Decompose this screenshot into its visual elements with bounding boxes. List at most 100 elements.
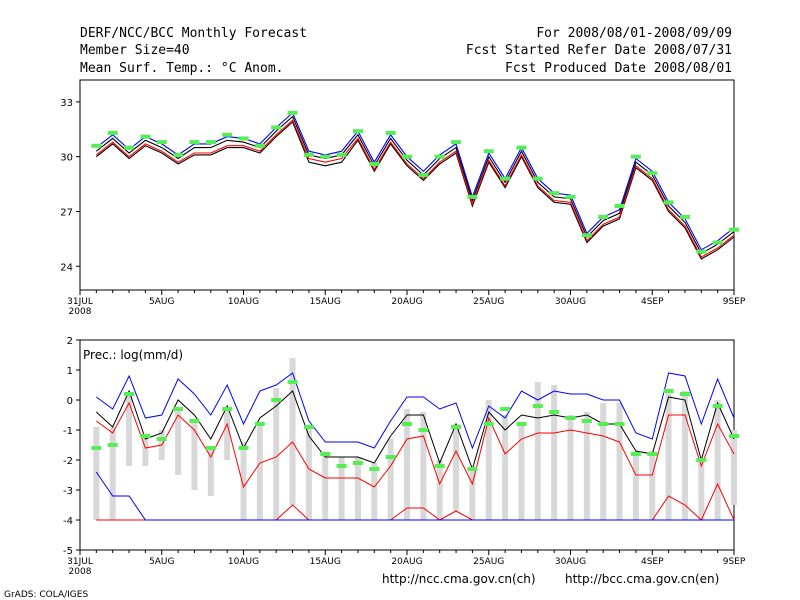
observed-marker (140, 434, 151, 438)
max-line (95, 111, 735, 251)
spread-box (93, 427, 100, 520)
x-tick-label: 15AUG (310, 297, 341, 307)
observed-marker (500, 407, 511, 411)
min-line (95, 119, 735, 258)
observed-marker (222, 132, 233, 137)
year-label: 2008 (69, 307, 92, 317)
max-line (96, 372, 735, 450)
observed-marker (696, 249, 707, 254)
ncc-url[interactable]: http://ncc.cma.gov.cn(ch) (382, 572, 536, 586)
x-tick-label: 10AUG (228, 557, 259, 567)
mean-line (95, 115, 735, 255)
mean-line (95, 389, 735, 471)
spread-box (371, 463, 378, 520)
observed-marker (663, 389, 674, 393)
spread-box (518, 424, 525, 520)
y-tick-label: 24 (60, 262, 73, 273)
spread-box (305, 427, 312, 520)
variable-label: Mean Surf. Temp.: °C Anom. (80, 61, 284, 76)
y-tick-label: -4 (63, 516, 73, 527)
min-line (95, 471, 734, 521)
spread-box (485, 400, 492, 520)
observed-marker (630, 452, 641, 456)
observed-marker (598, 214, 609, 219)
upper_red-line (96, 401, 735, 489)
observed-marker (238, 446, 249, 450)
spread-box (420, 412, 427, 520)
spread-box (551, 385, 558, 520)
observed-marker (91, 446, 102, 450)
observed-marker (549, 410, 560, 414)
precipitation-panel: -5 -4 -3 -2 -1 0 1 2 31JUL 5AUG 10AUG 15AUG 20AUG 25A… (63, 336, 746, 577)
x-tick-label: 25AUG (473, 557, 504, 567)
observed-marker (124, 392, 135, 396)
forecast-start-date: Fcst Started Refer Date 2008/07/31 (465, 43, 732, 58)
observed-marker (173, 407, 184, 411)
y-tick-label: 27 (60, 207, 73, 218)
observed-marker (287, 380, 298, 384)
observed-marker (189, 419, 200, 423)
observed-marker (205, 140, 216, 145)
lower-line (95, 121, 735, 260)
spread-box (714, 400, 721, 520)
observed-marker (647, 452, 658, 456)
observed-marker (679, 214, 690, 219)
observed-marker (434, 464, 445, 468)
spread-box (502, 415, 509, 520)
y-tick-label: 2 (67, 336, 73, 347)
y-tick-label: -5 (63, 546, 73, 557)
observed-marker (418, 172, 429, 177)
observed-marker (303, 152, 314, 157)
observed-marker (434, 154, 445, 159)
y-tick-label: -3 (63, 486, 73, 497)
x-tick-label: 20AUG (391, 557, 422, 567)
spread-box (632, 451, 639, 520)
observed-marker (451, 425, 462, 429)
bcc-url[interactable]: http://bcc.cma.gov.cn(en) (565, 572, 719, 586)
x-tick-label: 9SEP (723, 557, 746, 567)
spread-box (665, 391, 672, 520)
spread-box (469, 469, 476, 520)
observed-marker (516, 145, 527, 150)
observed-marker (352, 129, 363, 134)
observed-marker (532, 176, 543, 181)
spread-box (534, 382, 541, 520)
observed-marker (369, 162, 380, 166)
y-tick-label: -2 (63, 456, 73, 467)
observed-marker (467, 194, 478, 199)
observed-marker (156, 140, 167, 145)
observed-marker (581, 419, 592, 423)
forecast-period: For 2008/08/01-2008/09/09 (536, 26, 732, 41)
y-tick-label: -1 (63, 426, 73, 437)
spread-box (616, 403, 623, 520)
x-tick-label: 4SEP (641, 297, 664, 307)
observed-marker (254, 422, 265, 426)
temperature-panel: 24 27 30 33 31JUL 5AUG 10AUG 15AUG 20AUG 25AUG 30A… (60, 79, 746, 317)
observed-marker (320, 154, 331, 159)
spread-box (142, 436, 149, 466)
chart-title: DERF/NCC/BCC Monthly Forecast (80, 26, 307, 41)
observed-marker (598, 422, 609, 426)
x-tick-label: 25AUG (473, 297, 504, 307)
observed-marker (402, 422, 412, 426)
year-label: 2008 (69, 567, 92, 577)
y-tick-label: 30 (60, 153, 73, 164)
observed-marker (729, 434, 739, 438)
spread-box (191, 421, 198, 490)
spread-box (731, 430, 737, 505)
observed-marker (271, 398, 282, 402)
observed-marker (352, 461, 363, 465)
spread-box (354, 457, 361, 520)
spread-box (698, 460, 705, 520)
observed-marker (238, 136, 249, 141)
x-tick-label: 15AUG (310, 557, 341, 567)
spread-box (404, 409, 410, 520)
spread-box (567, 415, 574, 520)
observed-marker (189, 140, 200, 145)
observed-marker (205, 446, 216, 450)
observed-marker (467, 467, 478, 471)
observed-marker (271, 125, 282, 130)
observed-marker (549, 191, 560, 196)
spread-box (273, 388, 280, 520)
